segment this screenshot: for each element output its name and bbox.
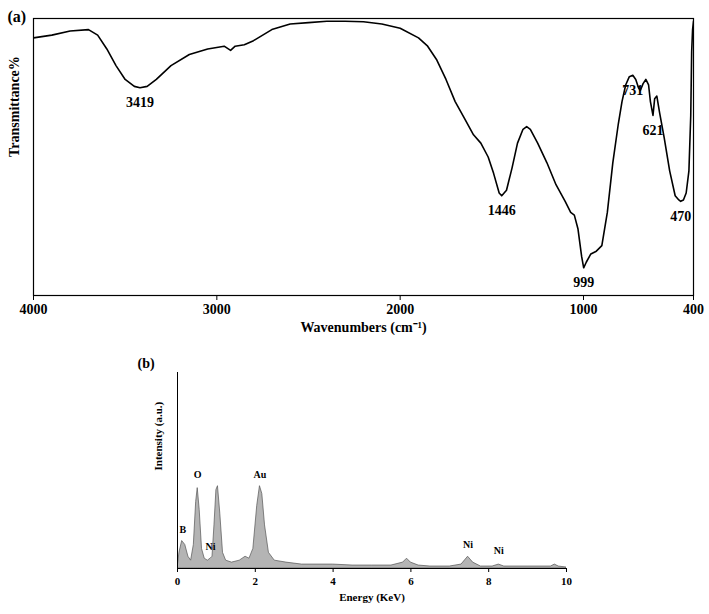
svg-text:Energy (KeV): Energy (KeV) (339, 591, 405, 604)
svg-text:4: 4 (330, 575, 336, 587)
svg-text:Wavenumbers (cm⁻¹): Wavenumbers (cm⁻¹) (300, 320, 427, 336)
svg-text:0: 0 (175, 575, 181, 587)
svg-text:1000: 1000 (570, 302, 598, 317)
svg-text:400: 400 (683, 302, 704, 317)
svg-text:Intensity (a.u.): Intensity (a.u.) (152, 401, 165, 470)
svg-text:2000: 2000 (386, 302, 414, 317)
svg-text:2: 2 (253, 575, 259, 587)
svg-text:Ni: Ni (494, 545, 504, 556)
svg-text:O: O (194, 469, 202, 480)
svg-text:621: 621 (642, 123, 663, 138)
svg-text:731: 731 (622, 83, 643, 98)
svg-text:Au: Au (254, 469, 267, 480)
svg-text:Transmittance%: Transmittance% (7, 56, 22, 157)
svg-text:1446: 1446 (488, 203, 516, 218)
svg-text:B: B (180, 524, 187, 535)
svg-text:Ni: Ni (463, 539, 473, 550)
svg-text:(a): (a) (8, 8, 27, 26)
svg-text:6: 6 (408, 575, 414, 587)
svg-text:3419: 3419 (126, 95, 154, 110)
svg-text:999: 999 (573, 275, 594, 290)
svg-text:Ni: Ni (206, 541, 216, 552)
svg-text:470: 470 (670, 209, 691, 224)
svg-text:8: 8 (486, 575, 492, 587)
svg-text:4000: 4000 (20, 302, 48, 317)
svg-text:3000: 3000 (203, 302, 231, 317)
svg-text:(b): (b) (138, 356, 155, 372)
svg-text:10: 10 (561, 575, 573, 587)
